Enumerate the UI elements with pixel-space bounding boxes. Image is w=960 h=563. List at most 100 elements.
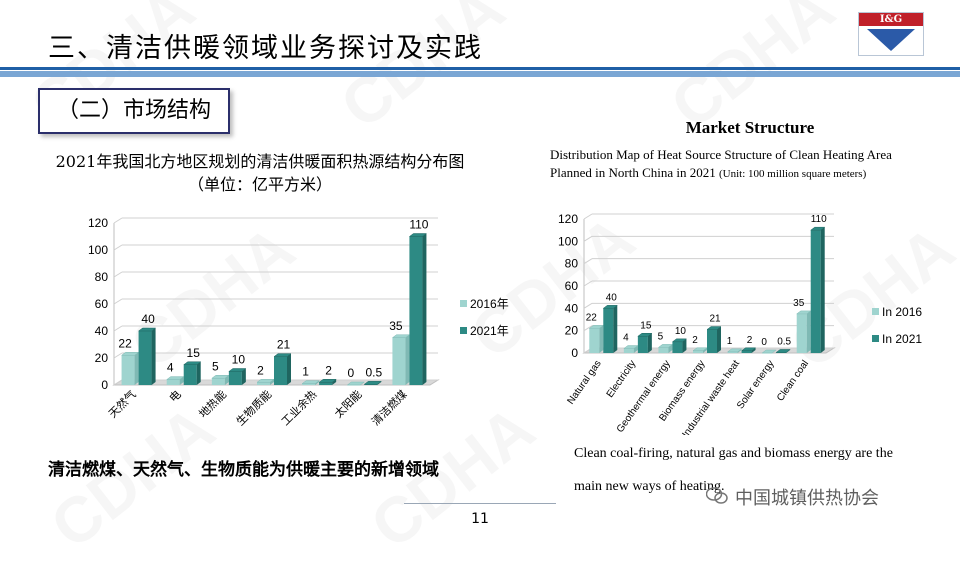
bar-side [599, 325, 604, 353]
gridline-side [583, 302, 593, 309]
bar-2021 [409, 236, 423, 385]
y-tick-label: 40 [95, 324, 109, 338]
en-header: Market Structure [685, 118, 815, 137]
wechat-account-label: 中国城镇供热协会 [735, 488, 879, 509]
gridline-side [113, 379, 123, 386]
legend-label: 2021年 [470, 324, 509, 338]
gridline-side [113, 244, 123, 251]
bar-top [137, 327, 157, 332]
bar-side [668, 344, 673, 353]
bar-top [588, 325, 605, 329]
legend-label: In 2016 [882, 305, 922, 319]
bar-top [761, 349, 777, 354]
bar-top [318, 379, 337, 383]
category-label: 工业余热 [278, 387, 319, 428]
data-label: 40 [606, 292, 618, 303]
data-label: 110 [811, 214, 827, 225]
bar-2021 [274, 356, 287, 385]
legend-swatch [872, 308, 879, 315]
y-tick-label: 20 [565, 324, 579, 338]
data-label: 1 [302, 365, 309, 379]
category-label: 清洁燃煤 [369, 387, 410, 428]
cn-conclusion: 清洁燃煤、天然气、生物质能为供暖主要的新增领域 [48, 460, 439, 480]
bar-top [671, 338, 688, 343]
y-tick-label: 0 [101, 378, 108, 392]
bar-2016 [623, 348, 634, 353]
gridline-side [113, 298, 123, 305]
data-label: 15 [187, 346, 201, 360]
bar-side [332, 379, 337, 385]
gridline-side [583, 235, 593, 242]
bar-2021 [138, 331, 152, 385]
legend-label: In 2021 [882, 332, 922, 346]
data-label: 2 [325, 363, 332, 377]
bar-2021 [776, 352, 787, 353]
logo-text: I&G [859, 13, 923, 26]
category-label: 天然气 [105, 387, 138, 420]
bar-top [809, 226, 826, 231]
data-label: 15 [640, 320, 652, 331]
data-label: 4 [623, 333, 629, 344]
bar-2021 [603, 308, 614, 353]
data-label: 2 [257, 363, 264, 377]
gridline-side [583, 258, 593, 265]
bar-2016 [121, 355, 135, 385]
bar-top [637, 333, 653, 337]
bar-2021 [672, 341, 683, 353]
data-label: 4 [167, 361, 174, 375]
bar-2021 [364, 384, 378, 385]
bar-top [273, 353, 292, 357]
legend-label: 2016年 [470, 297, 509, 311]
data-label: 2 [692, 335, 698, 346]
bar-2016 [257, 382, 270, 385]
data-label: 10 [232, 353, 246, 367]
category-label: 太阳能 [331, 387, 364, 420]
legend-swatch [872, 335, 879, 342]
bar-side [315, 380, 320, 385]
bar-top [408, 233, 428, 237]
bar-2016 [302, 383, 316, 385]
y-tick-label: 60 [95, 297, 109, 311]
y-tick-label: 20 [95, 351, 109, 365]
y-tick-label: 120 [558, 212, 578, 226]
data-label: 2 [747, 335, 753, 346]
gridline-side [583, 325, 593, 332]
section-label: （二）市场结构 [56, 98, 211, 123]
bar-side [405, 334, 410, 385]
bar-2016 [658, 347, 669, 353]
wechat-icon [706, 487, 728, 504]
bar-2016 [727, 351, 738, 353]
bar-side [134, 352, 139, 385]
y-tick-label: 100 [558, 234, 578, 248]
page-number: 11 [471, 511, 489, 527]
bar-2016 [211, 378, 225, 385]
y-tick-label: 100 [88, 243, 108, 257]
data-label: 35 [793, 298, 805, 309]
bar-top [602, 305, 619, 309]
bar-2021 [183, 364, 197, 385]
data-label: 22 [586, 312, 598, 323]
gridline-side [113, 325, 123, 332]
bar-top [775, 349, 791, 353]
bar-top [301, 380, 320, 384]
data-label: 1 [727, 336, 733, 347]
data-label: 0 [761, 337, 767, 348]
bar-side [703, 347, 707, 353]
header-rule-light [0, 71, 960, 77]
data-label: 110 [409, 218, 428, 232]
bar-side [806, 310, 811, 353]
y-tick-label: 80 [565, 257, 579, 271]
gridline-side [113, 217, 123, 224]
bar-top [706, 326, 722, 330]
bar-2016 [589, 328, 600, 353]
gridline-side [583, 280, 593, 287]
bar-2021 [228, 371, 242, 385]
bar-2021 [319, 382, 333, 385]
data-label: 35 [389, 319, 403, 333]
en-chart-caption: Distribution Map of Heat Source Structur… [550, 146, 920, 183]
company-logo: I&G [858, 12, 924, 56]
bar-2016 [693, 350, 703, 353]
bar-side [751, 347, 756, 353]
bar-2021 [741, 350, 752, 353]
bar-side [633, 345, 638, 353]
